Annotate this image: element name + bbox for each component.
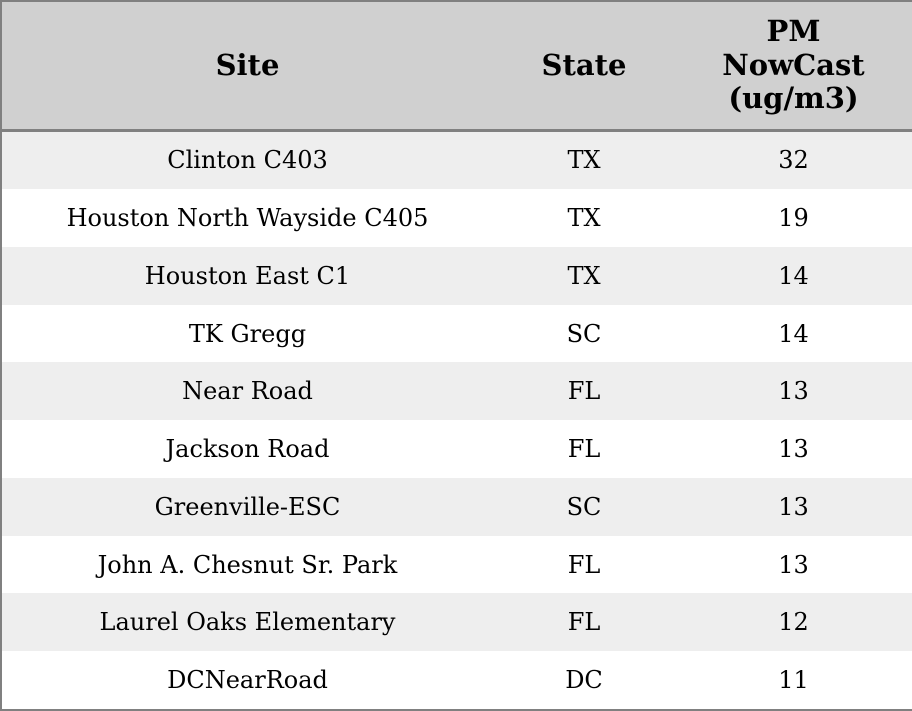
table-row: Houston North Wayside C405 TX 19 xyxy=(1,189,912,247)
header-row: Site State PM NowCast (ug/m3) xyxy=(1,1,912,132)
table-header: Site State PM NowCast (ug/m3) xyxy=(1,1,912,132)
state-cell: FL xyxy=(567,550,601,579)
pm-nowcast-cell: 13 xyxy=(778,550,809,579)
pm-nowcast-cell: 11 xyxy=(778,666,809,695)
pm-nowcast-cell: 13 xyxy=(778,377,809,406)
table-row: Houston East C1 TX 14 xyxy=(1,247,912,305)
state-cell: FL xyxy=(567,435,601,464)
site-cell: Greenville-ESC xyxy=(154,492,341,521)
site-cell: Clinton C403 xyxy=(167,146,328,175)
site-cell: Houston North Wayside C405 xyxy=(66,204,429,233)
site-cell: Near Road xyxy=(182,377,313,406)
state-cell: SC xyxy=(566,319,602,348)
pm-nowcast-cell: 14 xyxy=(778,261,809,290)
state-cell: FL xyxy=(567,608,601,637)
state-cell: FL xyxy=(567,377,601,406)
column-header-site: Site xyxy=(1,1,493,132)
pm-nowcast-cell: 19 xyxy=(778,204,809,233)
table-row: Laurel Oaks Elementary FL 12 xyxy=(1,593,912,652)
site-cell: Houston East C1 xyxy=(144,261,351,290)
table-row: Greenville-ESC SC 13 xyxy=(1,477,912,536)
site-cell: Laurel Oaks Elementary xyxy=(99,608,396,637)
table-row: TK Gregg SC 14 xyxy=(1,304,912,363)
state-cell: TX xyxy=(567,146,601,175)
state-cell: SC xyxy=(566,492,602,521)
pm-nowcast-cell: 13 xyxy=(778,435,809,464)
pm-nowcast-cell: 12 xyxy=(778,608,809,637)
column-header-pm-nowcast: PM NowCast (ug/m3) xyxy=(675,1,912,132)
table-row: John A. Chesnut Sr. Park FL 13 xyxy=(1,535,912,594)
state-cell: TX xyxy=(567,261,601,290)
pm-nowcast-cell: 14 xyxy=(778,319,809,348)
site-cell: DCNearRoad xyxy=(167,666,328,695)
table-row: DCNearRoad DC 11 xyxy=(1,651,912,710)
site-cell: TK Gregg xyxy=(188,319,307,348)
pm-nowcast-cell: 13 xyxy=(778,492,809,521)
column-header-state: State xyxy=(493,1,675,132)
table-row: Clinton C403 TX 32 xyxy=(1,130,912,190)
site-cell: Jackson Road xyxy=(165,435,330,464)
table-row: Jackson Road FL 13 xyxy=(1,420,912,478)
site-cell: John A. Chesnut Sr. Park xyxy=(97,550,398,579)
state-cell: DC xyxy=(565,666,603,695)
table-body: Clinton C403 TX 32 Houston North Wayside… xyxy=(1,130,912,710)
pm-nowcast-cell: 32 xyxy=(778,146,809,175)
table-row: Near Road FL 13 xyxy=(1,362,912,421)
state-cell: TX xyxy=(567,204,601,233)
